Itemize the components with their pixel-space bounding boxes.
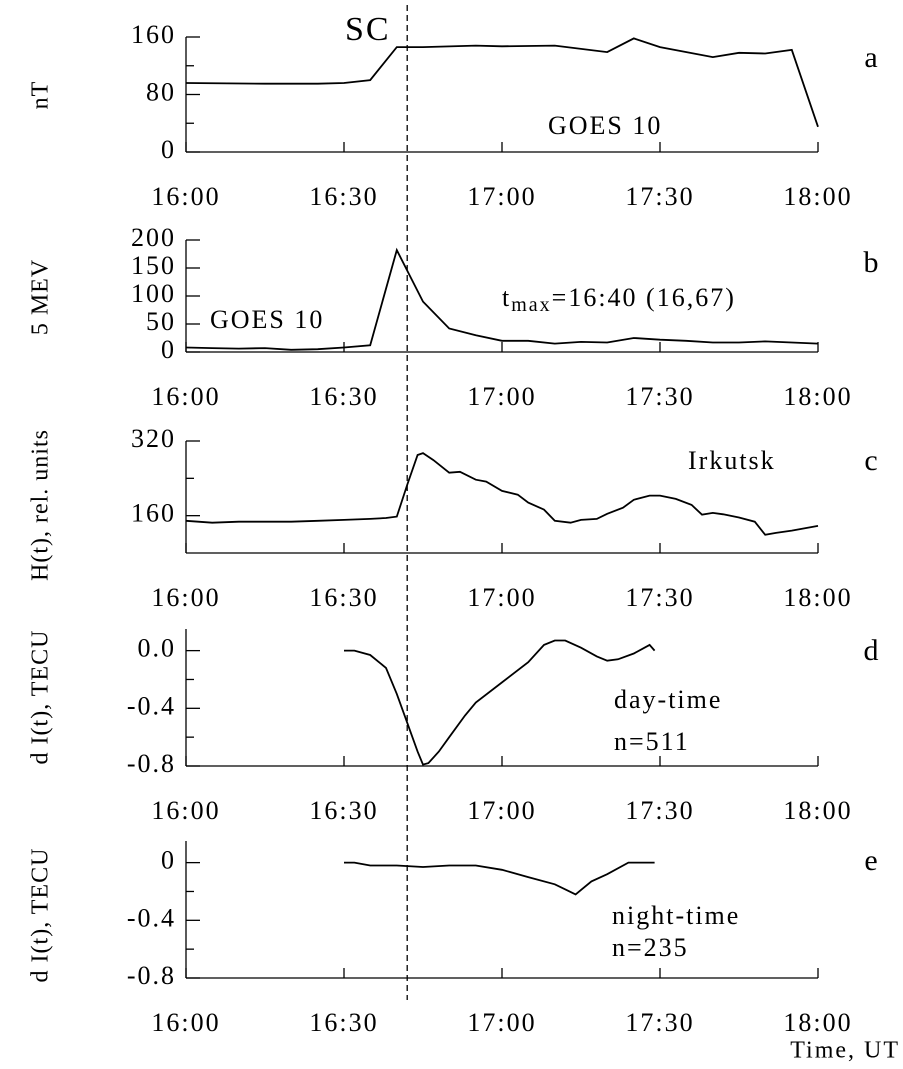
y-tick-label: 200 [131, 223, 176, 252]
x-tick-label: 16:30 [309, 182, 378, 211]
y-tick-label: -0.8 [127, 749, 176, 778]
x-tick-label: 17:30 [625, 182, 694, 211]
y-tick-label: 100 [131, 279, 176, 308]
y-axis-title: d I(t), TECU [28, 630, 54, 765]
x-tick-label: 17:30 [625, 382, 694, 411]
x-tick-label: 16:00 [151, 382, 220, 411]
y-tick-label: 80 [146, 77, 176, 106]
x-tick-label: 16:00 [151, 182, 220, 211]
y-tick-label: 50 [146, 307, 176, 336]
x-tick-label: 18:00 [783, 796, 852, 825]
y-axis-title: nT [28, 81, 54, 110]
x-tick-label: 17:00 [467, 583, 536, 612]
x-tick-label: 17:30 [625, 1008, 694, 1037]
y-axis-title: 5 MEV [28, 259, 54, 335]
y-tick-label: 0 [161, 335, 176, 364]
annotation: n=235 [612, 933, 689, 962]
x-tick-label: 16:30 [309, 796, 378, 825]
panel-label: e [864, 844, 879, 877]
tmax-t: t [502, 283, 511, 312]
data-line [185, 37, 819, 128]
x-tick-label: 17:30 [625, 583, 694, 612]
y-tick-label: 0 [161, 135, 176, 164]
annotation: n=511 [614, 727, 690, 756]
x-tick-label: 17:00 [467, 182, 536, 211]
x-axis-title: Time, UT [790, 1038, 900, 1064]
y-axis-title: d I(t), TECU [28, 848, 54, 983]
y-tick-label: 0.0 [138, 634, 177, 663]
annotation: Irkutsk [688, 446, 776, 475]
x-tick-label: 16:30 [309, 1008, 378, 1037]
tmax-sub: max [511, 294, 551, 316]
sc-label: SC [345, 11, 391, 48]
data-line [344, 639, 656, 766]
y-tick-label: -0.8 [127, 961, 176, 990]
y-tick-label: -0.4 [127, 903, 176, 932]
tmax-rest: =16:40 (16,67) [552, 283, 736, 312]
x-tick-label: 17:00 [467, 1008, 536, 1037]
x-tick-label: 16:30 [309, 382, 378, 411]
x-tick-label: 17:30 [625, 796, 694, 825]
panel-label: c [864, 444, 879, 477]
y-tick-label: -0.4 [127, 691, 176, 720]
y-tick-label: 0 [161, 846, 176, 875]
tmax-label: tmax=16:40 (16,67) [502, 283, 736, 316]
panel-label: a [864, 41, 879, 74]
x-tick-label: 17:00 [467, 382, 536, 411]
y-tick-label: 150 [131, 251, 176, 280]
y-tick-label: 160 [131, 20, 176, 49]
x-tick-label: 16:00 [151, 583, 220, 612]
x-tick-label: 16:00 [151, 796, 220, 825]
x-tick-label: 16:00 [151, 1008, 220, 1037]
data-line [185, 452, 819, 536]
x-tick-label: 18:00 [783, 1008, 852, 1037]
annotation: GOES 10 [548, 111, 662, 140]
data-line [185, 247, 819, 351]
y-tick-label: 320 [131, 424, 176, 453]
data-line [344, 861, 655, 896]
panel-label: b [864, 246, 881, 279]
x-tick-label: 18:00 [783, 382, 852, 411]
y-axis-title: H(t), rel. units [28, 429, 54, 581]
x-tick-label: 18:00 [783, 583, 852, 612]
x-tick-label: 17:00 [467, 796, 536, 825]
y-tick-label: 160 [131, 499, 176, 528]
x-tick-label: 18:00 [783, 182, 852, 211]
annotation: day-time [614, 685, 722, 714]
panel-label: d [864, 634, 881, 667]
x-tick-label: 16:30 [309, 583, 378, 612]
annotation: GOES 10 [210, 305, 324, 334]
annotation: night-time [612, 901, 740, 930]
